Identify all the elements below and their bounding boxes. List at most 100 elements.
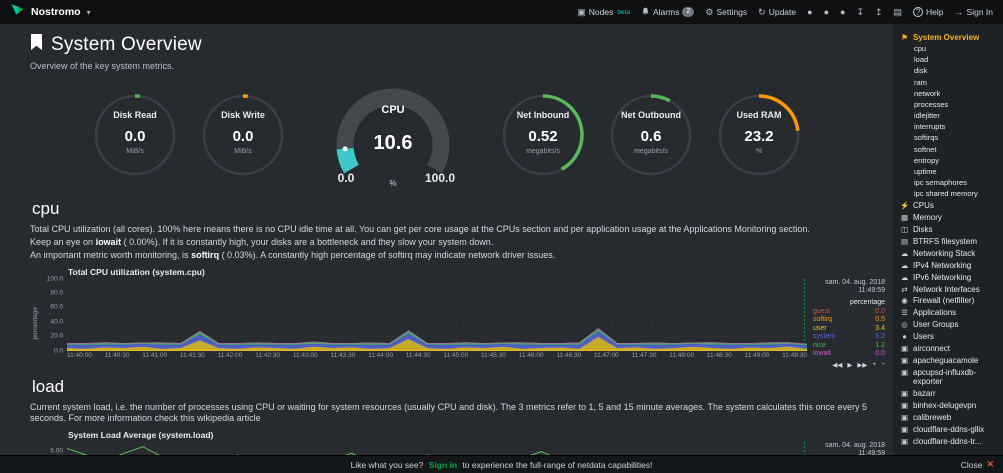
disk-icon: ◫ (900, 225, 909, 235)
sidebar-item-cloudflare-ddns-gllix[interactable]: ▣ cloudflare-ddns-gllix (900, 424, 998, 436)
sidebar-item-entropy[interactable]: entropy (900, 156, 998, 167)
zoom-out-button[interactable]: − (881, 360, 885, 368)
chart-area[interactable]: 11:40:00 11:40:30 11:41:00 11:41:30 11:42:00… (67, 279, 807, 369)
gauge-disk-read[interactable]: Disk Read 0.0 MiB/s (92, 92, 178, 178)
sidebar-item-calibreweb[interactable]: ▣ calibreweb (900, 412, 998, 424)
gear-icon: ⚙ (705, 6, 714, 17)
topbar-signin-label: Sign In (966, 7, 993, 17)
sidebar-item-interrupts[interactable]: interrupts (900, 122, 998, 133)
sidebar-item-load[interactable]: load (900, 55, 998, 66)
sidebar-item-ram[interactable]: ram (900, 77, 998, 88)
gauge-net-outbound[interactable]: Net Outbound 0.6 megabits/s (608, 92, 694, 178)
host-selector[interactable]: Nostromo ▾ (10, 2, 91, 22)
sidebar-item-cpu[interactable]: cpu (900, 44, 998, 55)
play-button[interactable]: ▶ (847, 361, 853, 369)
bell-icon (641, 7, 650, 18)
sidebar-item-ipc-semaphores[interactable]: ipc semaphores (900, 178, 998, 189)
footer-signin-link[interactable]: Sign in (428, 459, 458, 470)
topbar-alarms[interactable]: Alarms 2 (641, 7, 695, 18)
legend-item-guest[interactable]: guest 0.0 (813, 307, 885, 315)
topbar-twitter[interactable]: ● (824, 7, 829, 17)
legend-date: sam. 04. aug. 2018 (825, 278, 885, 286)
legend-item-softirq[interactable]: softirq 0.5 (813, 316, 885, 323)
topbar-nodes[interactable]: ▣ Nodes beta (577, 7, 630, 18)
sidebar-item-btrfs-filesystem[interactable]: ▤ BTRFS filesystem (900, 236, 998, 248)
sidebar-item-user-groups[interactable]: ◎ User Groups (900, 319, 998, 331)
gauge-cpu[interactable]: CPU 10.6 0.0 100.0% (308, 83, 478, 187)
cube-icon: ▣ (900, 436, 909, 446)
sidebar-item-label: Network Interfaces (913, 284, 980, 294)
zoom-in-button[interactable]: + (872, 360, 877, 368)
svg-text:MiB/s: MiB/s (126, 148, 144, 155)
sidebar-item-ipc-shared-memory[interactable]: ipc shared memory (900, 189, 998, 200)
sidebar-item-label: User Groups (913, 320, 959, 330)
refresh-icon: ↻ (758, 6, 766, 17)
shield-icon: ◉ (901, 296, 908, 306)
sidebar-item-idlejitter[interactable]: idlejitter (900, 111, 998, 122)
sidebar-item-softnet[interactable]: softnet (900, 144, 998, 155)
gauge-net-inbound[interactable]: Net Inbound 0.52 megabits/s (500, 92, 586, 178)
cpu-chart[interactable]: Total CPU utilization (system.cpu) percen… (30, 267, 885, 369)
sidebar-item-ipv4-networking[interactable]: ☁ IPv4 Networking (900, 260, 998, 272)
sidebar-item-disk[interactable]: disk (900, 66, 998, 77)
legend-unit: percentage (849, 298, 885, 306)
footer-close-button[interactable]: Close ✕ (961, 459, 994, 470)
sidebar-item-networking-stack[interactable]: ☁ Networking Stack (900, 248, 998, 260)
sidebar-item-ipv6-networking[interactable]: ☁ IPv6 Networking (900, 272, 998, 284)
svg-text:0.0: 0.0 (124, 128, 145, 145)
sidebar-item-softirqs[interactable]: softirqs (900, 133, 998, 144)
topbar-help[interactable]: ? Help (913, 7, 944, 17)
sidebar-item-label: ipc shared memory (914, 190, 978, 199)
memory-icon: ▦ (900, 213, 909, 223)
sidebar-item-label: BTRFS filesystem (913, 237, 978, 247)
legend-item-nice[interactable]: nice 1.2 (813, 341, 885, 349)
sidebar-item-system-overview[interactable]: ⚑ System Overview (900, 32, 998, 44)
sidebar-item-uptime[interactable]: uptime (900, 167, 998, 178)
netdata-logo-icon (10, 2, 25, 22)
topbar-facebook[interactable]: ● (840, 7, 845, 17)
legend-time: 11:49:59 (858, 287, 885, 294)
sidebar-item-network[interactable]: network (900, 89, 998, 100)
gauge-disk-write[interactable]: Disk Write 0.0 MiB/s (200, 92, 286, 178)
sidebar-item-airconnect[interactable]: ▣ airconnect (900, 343, 998, 355)
topbar-download[interactable]: ↧ (856, 7, 864, 18)
sidebar-item-applications[interactable]: ☰ Applications (900, 307, 998, 319)
legend-time: 11:49:59 (858, 450, 885, 457)
legend-item-system[interactable]: system 5.2 (813, 333, 885, 340)
page-subtitle: Overview of the key system metrics. (30, 61, 175, 71)
legend-item-user[interactable]: user 3.4 (813, 324, 885, 332)
sidebar-item-cpus[interactable]: ⚡ CPUs (900, 200, 998, 212)
topbar-update-label: Update (768, 7, 797, 17)
topbar-github[interactable]: ● (807, 7, 812, 17)
sidebar-item-bazarr[interactable]: ▣ bazarr (900, 388, 998, 400)
sidebar-item-network-interfaces[interactable]: ⇄ Network Interfaces (900, 283, 998, 295)
legend-item-iowait[interactable]: iowait 0.0 (813, 350, 885, 357)
topbar-print[interactable]: ▤ (894, 7, 903, 18)
sidebar-item-apcupsd-influxdb-exporter[interactable]: ▣ apcupsd-influxdb-exporter (900, 367, 998, 388)
svg-text:100.0: 100.0 (424, 171, 454, 185)
sidebar-menu: ⚑ System Overview cpu load disk ram network pro… (893, 24, 1003, 473)
chart-plot[interactable] (67, 279, 807, 351)
sidebar-item-label: apacheguacamole (913, 355, 979, 365)
sidebar-item-binhex-delugevpn[interactable]: ▣ binhex-delugevpn (900, 400, 998, 412)
sidebar-item-memory[interactable]: ▦ Memory (900, 212, 998, 224)
topbar-signin[interactable]: → Sign In (955, 7, 993, 17)
sidebar-item-label: IPv6 Networking (913, 272, 972, 282)
sidebar-item-firewall-netfilter[interactable]: ◉ Firewall (netfilter) (900, 295, 998, 307)
sidebar-item-processes[interactable]: processes (900, 100, 998, 111)
sidebar-item-label: entropy (914, 156, 940, 165)
pan-backward-button[interactable]: ◀◀ (832, 361, 843, 369)
sidebar-item-cloudflare-ddns-tr[interactable]: ▣ cloudflare-ddns-tr... (900, 435, 998, 447)
load-description: Current system load, i.e. the number of … (30, 401, 868, 424)
topbar-update[interactable]: ↻ Update (758, 7, 796, 18)
sidebar-item-disks[interactable]: ◫ Disks (900, 224, 998, 236)
pan-forward-button[interactable]: ▶▶ (857, 361, 868, 369)
topbar-settings[interactable]: ⚙ Settings (705, 7, 747, 18)
sidebar-item-label: CPUs (913, 201, 934, 211)
gauge-used-ram[interactable]: Used RAM 23.2% (716, 92, 802, 178)
hostname[interactable]: Nostromo (31, 6, 81, 18)
topbar-import[interactable]: ↥ (875, 7, 883, 18)
sidebar-item-apacheguacamole[interactable]: ▣ apacheguacamole (900, 355, 998, 367)
sidebar-item-users[interactable]: ● Users (900, 331, 998, 343)
sidebar-item-label: cloudflare-ddns-tr... (913, 436, 982, 446)
